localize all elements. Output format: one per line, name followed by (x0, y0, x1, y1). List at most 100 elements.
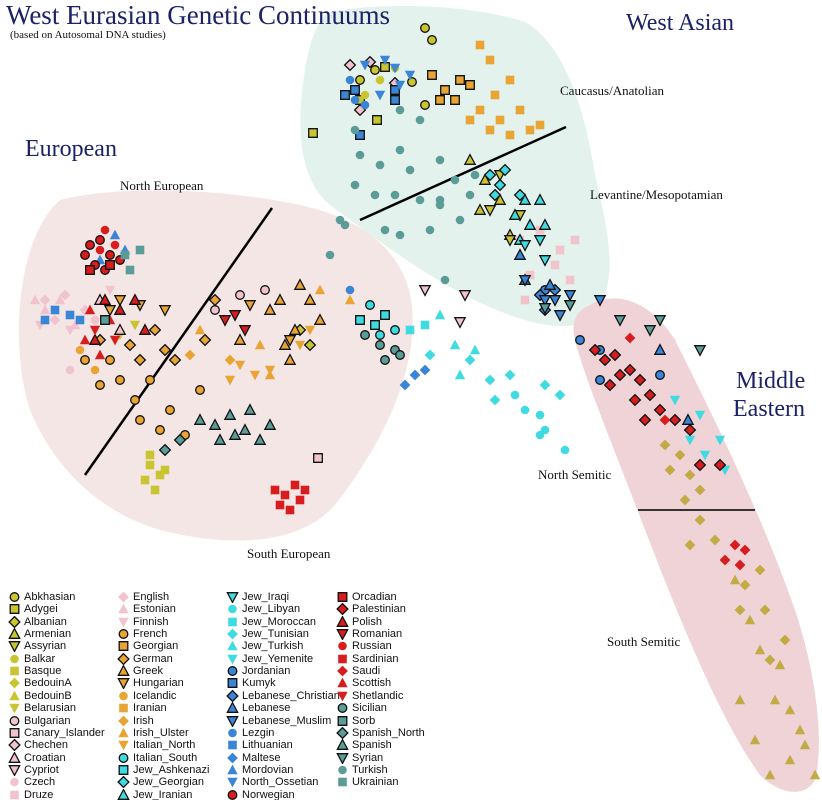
legend-item: Greek (117, 665, 163, 677)
point-iranian (505, 130, 515, 140)
point-spanish-north (173, 433, 187, 447)
point-greek (263, 303, 277, 315)
point-druze (550, 260, 560, 270)
point-italian-south (390, 325, 400, 335)
point-bedouinb (784, 704, 796, 715)
circle-marker-icon (118, 752, 129, 763)
region-label-caucasus: Caucasus/Anatolian (560, 83, 664, 98)
legend-item: German (117, 652, 173, 665)
point-turkish (435, 155, 445, 165)
triangle-down-marker-icon (336, 629, 349, 641)
legend-item: Polish (336, 615, 382, 628)
point-syrian (653, 315, 667, 327)
region-label-south-semitic: South Semitic (607, 634, 681, 649)
point-lebanese-muslim (548, 295, 562, 307)
point-palestinian (588, 343, 602, 357)
point-turkish (335, 215, 345, 225)
square-marker-icon (227, 678, 238, 689)
point-greek (233, 333, 247, 345)
legend-item: Saudi (336, 665, 380, 677)
triangle-down-marker-icon (336, 752, 349, 764)
circle-marker-icon (119, 691, 128, 701)
legend-item: Irish_Ulster (117, 727, 189, 739)
legend-item: Shetlandic (336, 690, 403, 702)
point-palestinian (668, 413, 682, 427)
legend-item: Italian_South (117, 752, 197, 764)
legend-item: Abkhasian (8, 591, 75, 603)
square-marker-icon (337, 715, 348, 726)
point-iranian (475, 105, 485, 115)
point-chechen (343, 58, 357, 72)
circle-marker-icon (227, 666, 238, 677)
legend-item: Sorb (336, 715, 375, 727)
point-icelandic (75, 345, 85, 355)
legend-item: Sicilian (336, 702, 387, 714)
point-spanish (228, 428, 242, 440)
point-sicilian (395, 350, 405, 360)
point-bedouinb (754, 644, 766, 655)
diamond-marker-icon (227, 752, 238, 763)
point-iranian (475, 40, 485, 50)
legend-item: Sardinian (336, 653, 398, 665)
legend-item: Russian (336, 640, 392, 652)
legend-item: Jew_Tunisian (226, 628, 309, 640)
legend-label: Scottish (352, 677, 392, 690)
point-turkish (455, 215, 465, 225)
circle-marker-icon (118, 629, 129, 639)
point-turkish (395, 145, 405, 155)
point-lebanese-muslim (593, 295, 607, 307)
point-bedouina (694, 514, 706, 526)
point-italian-north (264, 365, 276, 376)
region-label-middle-eastern-line2: Eastern (733, 396, 805, 422)
point-syrian (538, 303, 552, 315)
point-bulgarian (210, 305, 220, 315)
point-bedouinb (764, 769, 776, 780)
triangle-down-marker-icon (118, 740, 129, 751)
point-armenian (473, 203, 487, 215)
point-croatian (113, 323, 127, 335)
legend-label: Basque (24, 665, 62, 678)
legend-item: Romanian (336, 628, 402, 641)
point-greek (313, 313, 327, 325)
point-bedouina (694, 484, 706, 496)
point-spanish-north (158, 443, 172, 457)
point-jew-georgian (498, 163, 512, 177)
point-jordanian (595, 375, 605, 385)
legend-label: French (133, 628, 168, 641)
legend-item: Lithuanian (226, 739, 293, 751)
point-syrian (643, 325, 657, 337)
legend-label: Jew_Libyan (242, 603, 301, 616)
legend-label: Jew_Georgian (133, 776, 204, 789)
point-abkhasian (420, 100, 430, 110)
point-irish-ulster (314, 284, 326, 295)
region-label-north-semitic: North Semitic (538, 467, 612, 482)
legend-label: Assyrian (24, 640, 67, 653)
legend-label: Abkhasian (24, 591, 76, 603)
legend-label: Lebanese (242, 702, 291, 715)
triangle-up-marker-icon (227, 641, 238, 651)
legend-label: Polish (352, 615, 382, 628)
point-turkish (405, 165, 415, 175)
legend-label: Lezgin (242, 726, 275, 739)
point-sardinian (300, 485, 310, 495)
middle-eastern-region (573, 298, 819, 792)
point-jew-iraqi (538, 255, 552, 267)
legend-label: Syrian (352, 751, 384, 764)
legend-item: Druze (8, 789, 53, 800)
point-druze (570, 235, 580, 245)
legend-item: Cypriot (8, 764, 59, 776)
circle-marker-icon (9, 592, 20, 602)
triangle-up-marker-icon (117, 788, 130, 800)
point-german (198, 333, 212, 347)
point-saudi (739, 544, 751, 556)
triangle-down-marker-icon (227, 777, 238, 788)
point-english (49, 314, 61, 326)
legend-item: English (117, 591, 169, 603)
region-label-north-european: North European (120, 178, 204, 193)
point-italian-south (375, 330, 385, 340)
point-cypriot (418, 285, 432, 297)
circle-marker-icon (338, 765, 347, 775)
legend-label: Sicilian (352, 702, 387, 715)
legend-label: Palestinian (352, 603, 406, 616)
point-bedouina (754, 564, 766, 576)
